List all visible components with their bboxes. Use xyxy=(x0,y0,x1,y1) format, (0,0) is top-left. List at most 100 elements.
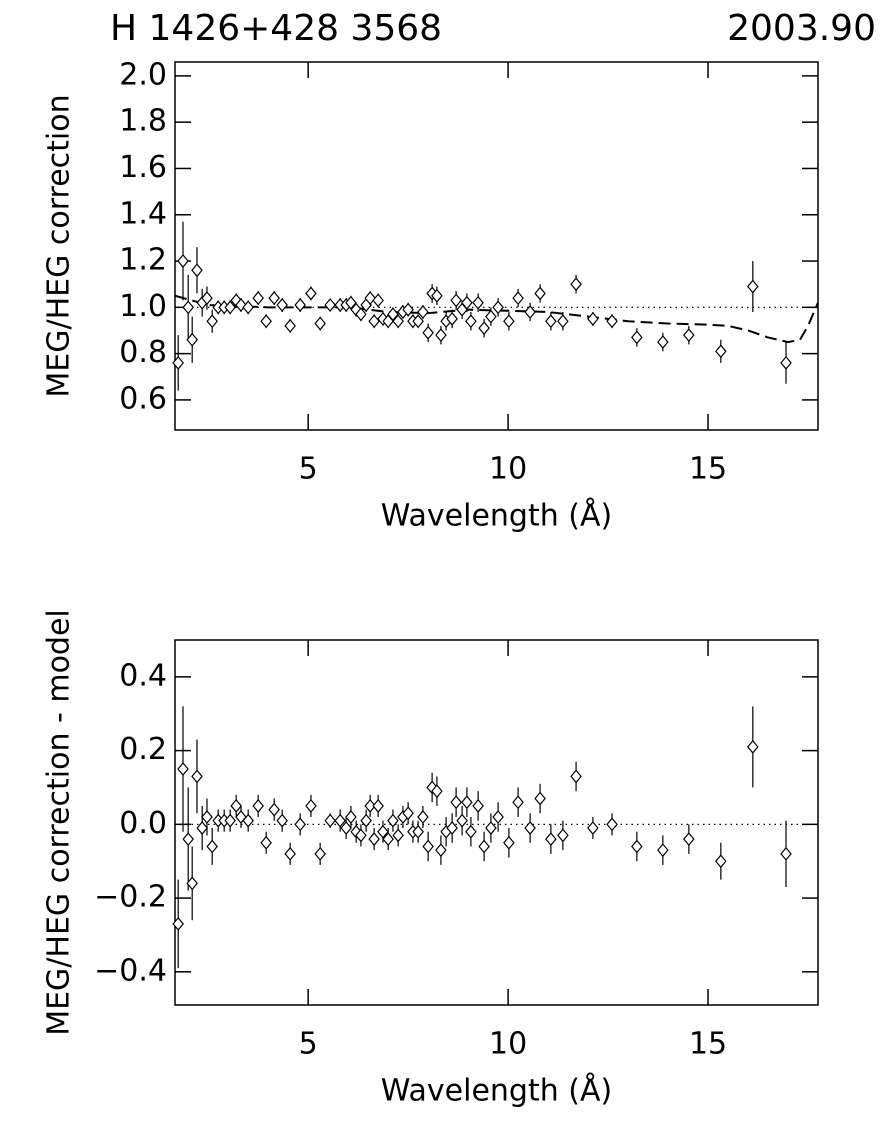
data-point xyxy=(350,824,362,839)
data-point xyxy=(485,821,497,835)
data-point xyxy=(422,325,434,340)
data-point xyxy=(503,314,515,329)
y-axis-label: MEG/HEG correction xyxy=(42,94,77,397)
y-tick-label: 1.2 xyxy=(119,243,167,278)
data-point xyxy=(252,798,264,813)
data-point xyxy=(294,817,306,832)
data-point xyxy=(387,307,399,322)
data-point xyxy=(276,298,288,312)
x-tick-label: 10 xyxy=(489,452,527,487)
data-point xyxy=(492,810,504,824)
data-point xyxy=(324,813,336,828)
data-point xyxy=(446,821,458,835)
data-point xyxy=(201,810,213,824)
data-point xyxy=(368,832,380,847)
y-tick-label: 1.0 xyxy=(119,289,167,324)
data-point xyxy=(196,821,208,835)
data-point xyxy=(177,762,189,776)
data-point xyxy=(355,828,367,843)
data-point xyxy=(372,798,384,813)
y-tick-label: 1.8 xyxy=(119,104,167,139)
data-point xyxy=(252,291,264,306)
data-point xyxy=(747,279,759,294)
data-point xyxy=(350,302,362,317)
data-point xyxy=(435,328,447,343)
y-tick-label: 2.0 xyxy=(119,57,167,92)
data-point xyxy=(485,309,497,324)
data-point xyxy=(284,846,296,861)
data-point xyxy=(472,798,484,813)
data-point xyxy=(294,298,306,312)
data-point xyxy=(545,314,557,329)
data-point xyxy=(230,293,242,308)
data-point xyxy=(435,843,447,858)
y-tick-label: 1.6 xyxy=(119,150,167,185)
x-tick-label: 5 xyxy=(299,1027,318,1062)
data-point xyxy=(191,769,203,784)
data-point xyxy=(242,813,254,828)
data-point xyxy=(172,916,184,931)
data-point xyxy=(431,288,443,303)
data-point xyxy=(461,295,473,310)
y-tick-label: 1.4 xyxy=(119,196,167,231)
data-point xyxy=(683,328,695,343)
data-point xyxy=(631,330,643,345)
x-axis-label: Wavelength (Å) xyxy=(381,498,612,534)
data-point xyxy=(364,798,376,813)
y-tick-label: 0.0 xyxy=(119,806,167,841)
data-point xyxy=(230,798,242,813)
data-point xyxy=(268,802,280,817)
data-point xyxy=(417,810,429,824)
y-axis-label: MEG/HEG correction - model xyxy=(42,609,77,1036)
x-tick-label: 15 xyxy=(689,1027,727,1062)
data-point xyxy=(224,300,236,315)
data-point xyxy=(422,839,434,854)
data-point xyxy=(587,311,599,326)
data-point xyxy=(368,314,380,329)
data-point xyxy=(570,277,582,292)
data-point xyxy=(387,813,399,828)
data-point xyxy=(606,817,618,832)
x-tick-label: 10 xyxy=(489,1027,527,1062)
data-point xyxy=(715,344,727,359)
data-point xyxy=(412,314,424,329)
data-point xyxy=(402,302,414,317)
data-point xyxy=(492,300,504,315)
data-point xyxy=(392,828,404,843)
data-point xyxy=(780,846,792,861)
x-tick-label: 5 xyxy=(299,452,318,487)
data-point xyxy=(191,263,203,278)
data-point xyxy=(224,813,236,828)
data-point xyxy=(345,810,357,824)
data-point xyxy=(512,795,524,810)
data-point xyxy=(780,355,792,370)
data-point xyxy=(456,813,468,828)
chart-title: H 1426+428 3568 xyxy=(110,8,442,49)
data-point xyxy=(524,305,536,319)
data-point xyxy=(683,832,695,847)
data-point xyxy=(524,821,536,835)
data-point xyxy=(260,835,272,850)
data-point xyxy=(465,314,477,329)
y-tick-label: 0.6 xyxy=(119,381,167,416)
y-tick-label: 0.2 xyxy=(119,732,167,767)
data-point xyxy=(465,824,477,839)
data-point xyxy=(426,780,438,795)
data-point xyxy=(372,293,384,308)
data-point xyxy=(206,314,218,329)
data-point xyxy=(340,821,352,835)
data-point xyxy=(412,824,424,839)
plot-frame xyxy=(174,639,819,1006)
data-point xyxy=(260,314,272,329)
data-point xyxy=(276,813,288,828)
data-point xyxy=(177,254,189,268)
y-tick-label: 0.4 xyxy=(119,658,167,693)
data-point xyxy=(364,291,376,306)
data-point xyxy=(242,300,254,315)
data-point xyxy=(557,314,569,329)
data-point xyxy=(747,739,759,754)
data-point xyxy=(382,832,394,847)
data-point xyxy=(206,839,218,854)
data-point xyxy=(657,335,669,349)
